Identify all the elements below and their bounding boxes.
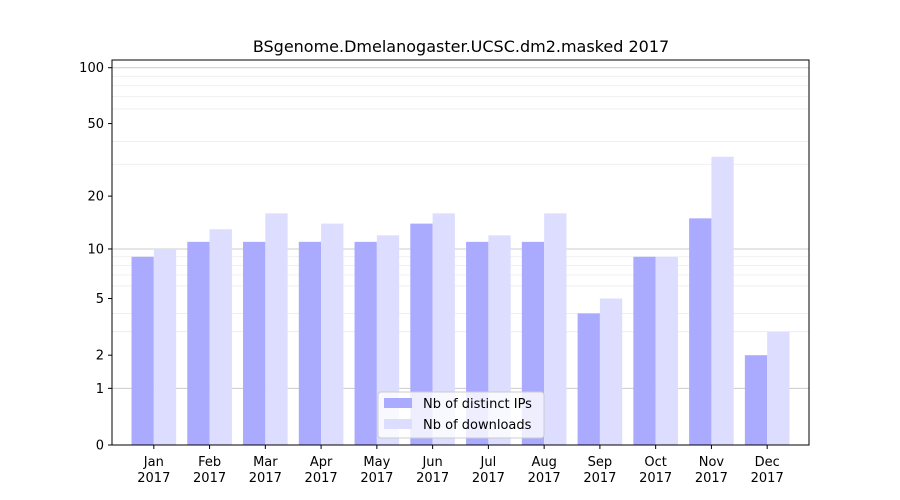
bar-downloads (432, 213, 455, 445)
x-tick-label-year: 2017 (416, 471, 449, 486)
x-tick-label-month: Dec (755, 455, 780, 470)
y-axis: 0 1 2 5 10 20 50 100 (79, 61, 112, 454)
x-tick-label-month: Feb (198, 455, 221, 470)
bar-distinct-ips (131, 256, 154, 445)
y-tick-label: 50 (87, 117, 104, 132)
x-tick-label-year: 2017 (193, 471, 226, 486)
bar-downloads (767, 331, 790, 445)
bar-distinct-ips (689, 218, 712, 445)
x-tick-label-year: 2017 (639, 471, 672, 486)
x-tick-label-year: 2017 (249, 471, 282, 486)
bar-downloads (265, 213, 288, 445)
legend-swatch (384, 398, 412, 408)
x-tick-label-month: Apr (310, 455, 333, 470)
bar-distinct-ips (633, 256, 656, 445)
x-tick-label-month: Mar (253, 455, 278, 470)
x-tick-label-year: 2017 (528, 471, 561, 486)
bar-distinct-ips (187, 241, 210, 445)
x-tick-label-month: Aug (531, 455, 556, 470)
x-tick-label-month: Nov (699, 455, 725, 470)
legend-swatch (384, 419, 412, 429)
bar-downloads (153, 248, 177, 445)
chart-title: BSgenome.Dmelanogaster.UCSC.dm2.masked 2… (253, 37, 669, 56)
x-tick-label-month: Jun (421, 455, 442, 470)
bar-distinct-ips (354, 241, 377, 445)
legend: Nb of distinct IPs Nb of downloads (377, 391, 545, 439)
y-tick-label: 2 (96, 349, 104, 364)
x-tick-label-year: 2017 (472, 471, 505, 486)
bar-downloads (544, 213, 567, 445)
plot-frame (111, 59, 810, 446)
bar-downloads (321, 223, 344, 445)
x-tick-label-month: Jul (480, 455, 497, 470)
x-tick-label-year: 2017 (751, 471, 784, 486)
legend-box (377, 391, 545, 439)
x-tick-label-year: 2017 (137, 471, 170, 486)
x-tick-label-month: Oct (644, 455, 666, 470)
bar-distinct-ips (298, 241, 322, 445)
y-tick-label: 20 (87, 190, 104, 205)
legend-label: Nb of distinct IPs (423, 397, 532, 412)
bar-distinct-ips (243, 241, 266, 445)
x-tick-label-year: 2017 (695, 471, 728, 486)
x-tick-label-month: May (363, 455, 390, 470)
bar-downloads (209, 229, 232, 445)
y-tick-label: 10 (87, 242, 104, 257)
y-tick-label: 5 (96, 292, 104, 307)
legend-label: Nb of downloads (423, 418, 532, 433)
bar-downloads (655, 256, 678, 445)
bar-downloads (599, 298, 623, 445)
bar-downloads (711, 156, 734, 446)
x-tick-label-year: 2017 (305, 471, 338, 486)
x-tick-label-month: Sep (588, 455, 613, 470)
y-tick-label: 1 (96, 382, 104, 397)
y-tick-label: 0 (96, 439, 104, 454)
x-axis: Jan2017Feb2017Mar2017Apr2017May2017Jun20… (137, 445, 784, 486)
bar-distinct-ips (410, 223, 433, 445)
x-tick-label-year: 2017 (583, 471, 616, 486)
y-tick-label: 100 (79, 61, 104, 76)
x-tick-label-year: 2017 (360, 471, 393, 486)
bar-distinct-ips (744, 355, 768, 445)
bar-distinct-ips (577, 313, 600, 445)
x-tick-label-month: Jan (143, 455, 164, 470)
